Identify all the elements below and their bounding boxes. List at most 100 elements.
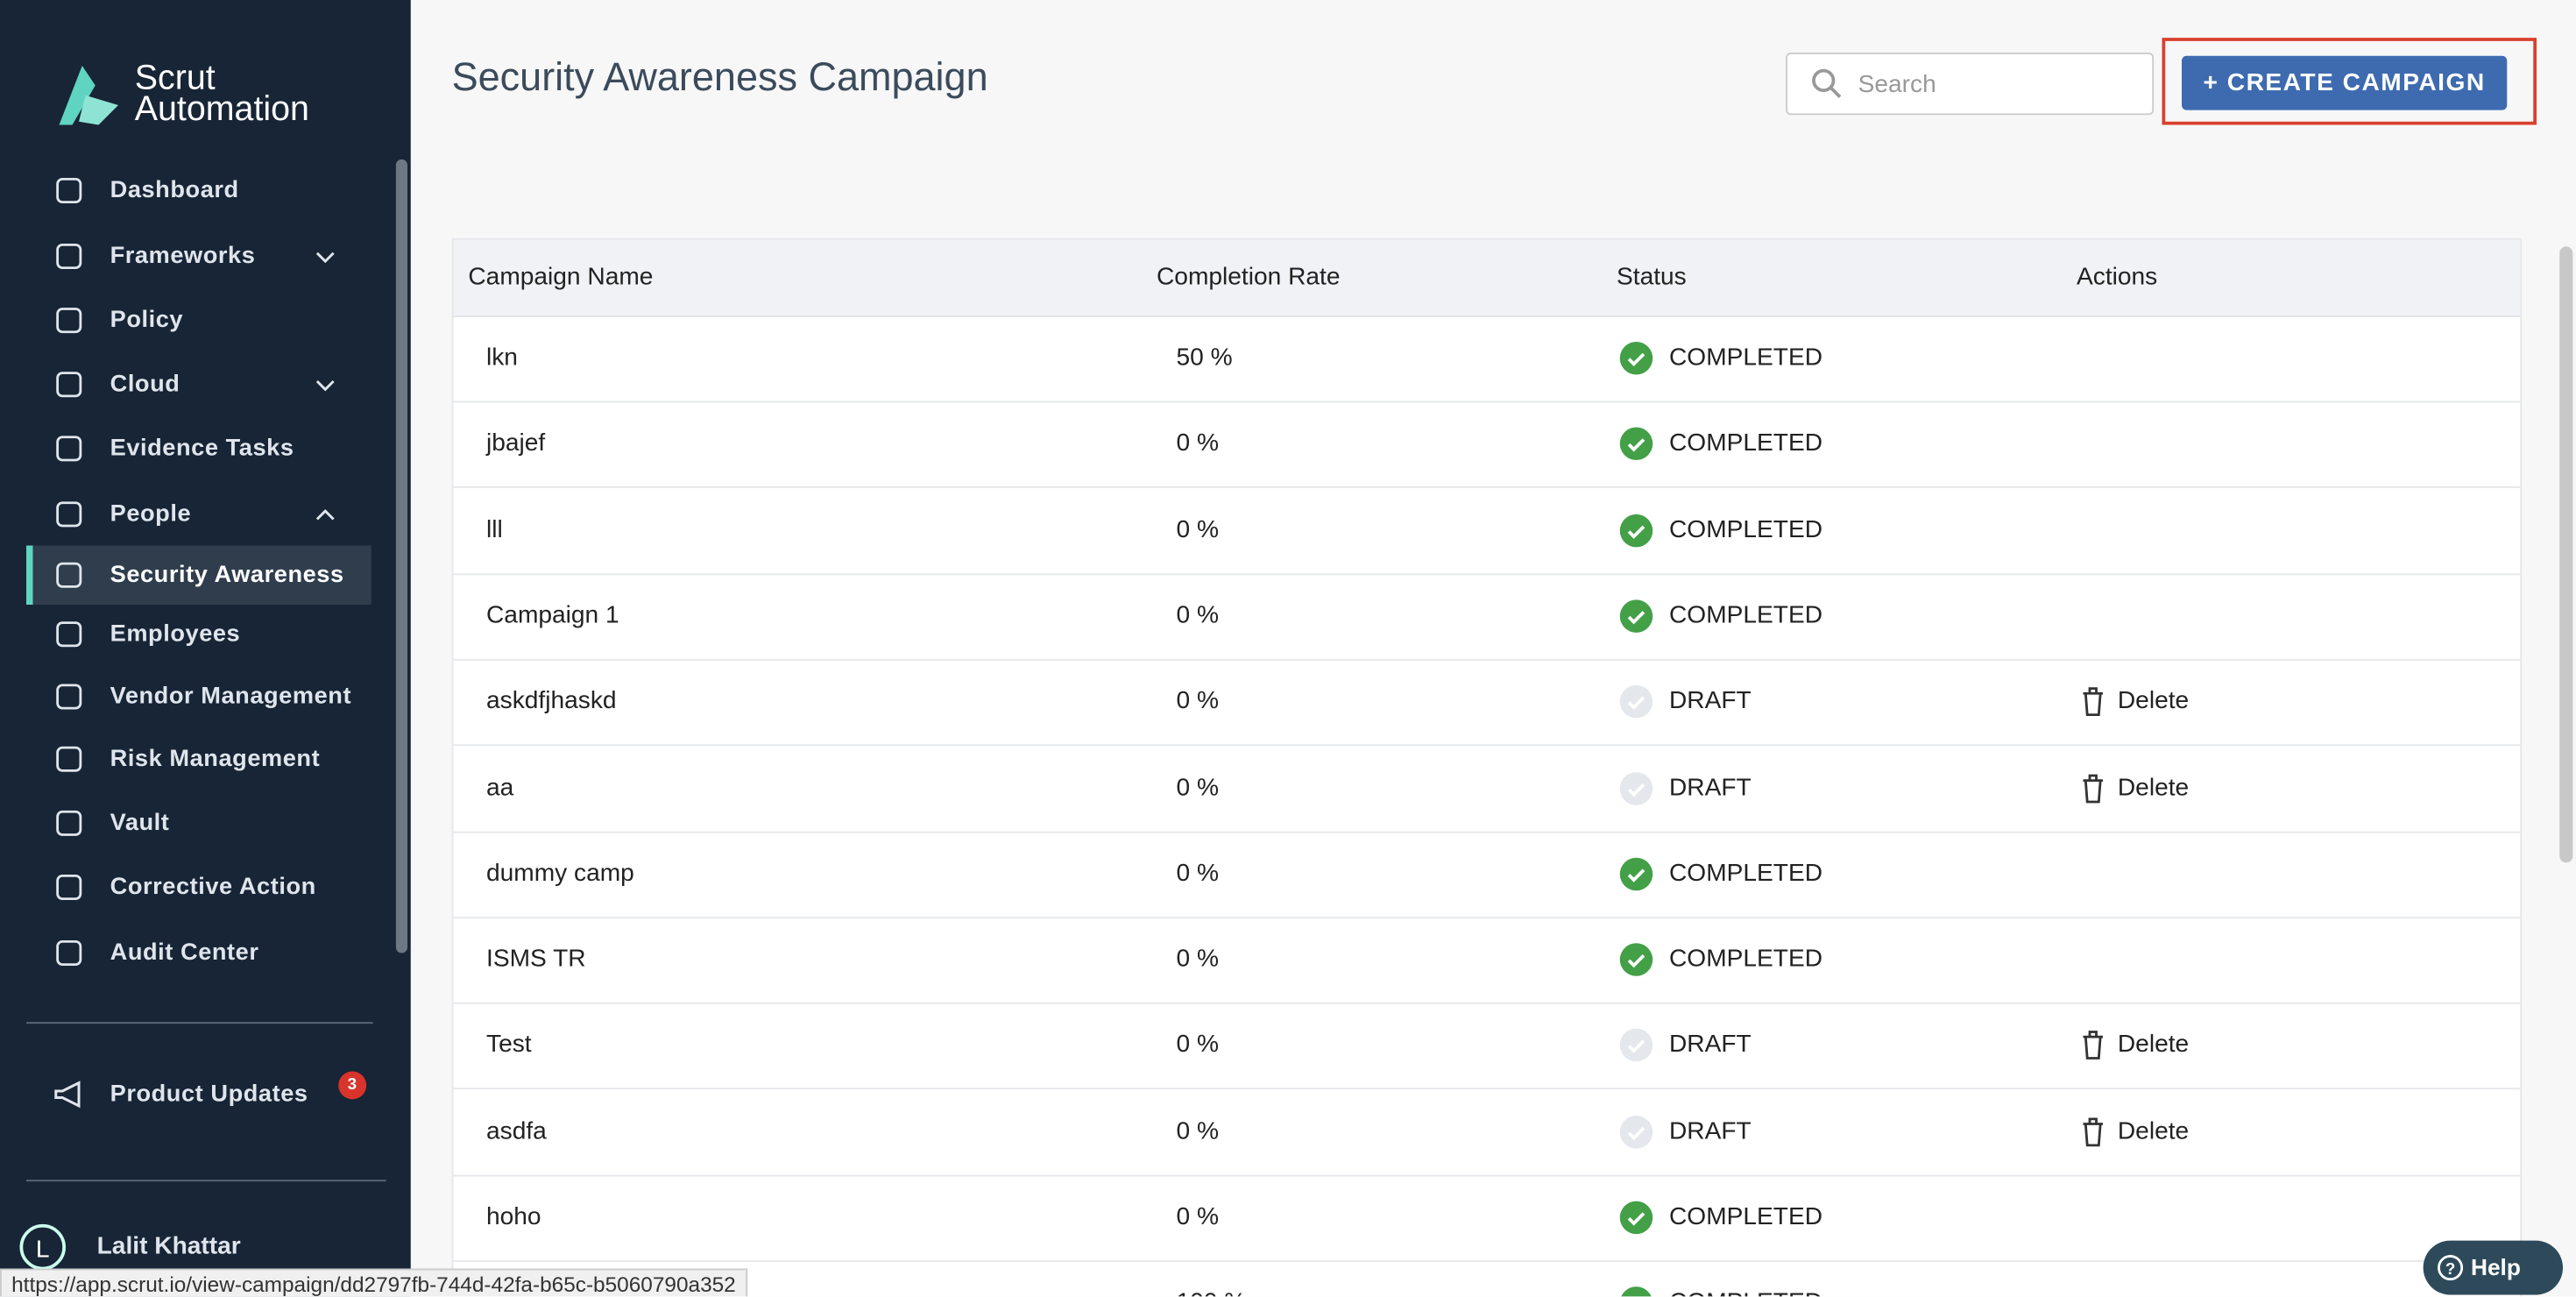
campaign-name: dummy camp: [486, 859, 634, 888]
check: [1627, 1040, 1645, 1054]
nav-item[interactable]: People: [26, 485, 372, 544]
active-bar: [26, 545, 33, 605]
icon: [56, 874, 82, 901]
nav-label: Evidence Tasks: [110, 435, 294, 462]
campaign-name: aa: [486, 773, 514, 802]
product-updates[interactable]: Product Updates 3: [26, 1065, 372, 1124]
nav-label: Audit Center: [110, 939, 259, 967]
status: COMPLETED: [1669, 945, 1823, 974]
status: COMPLETED: [1669, 1289, 1822, 1297]
campaign-name: Test: [486, 1031, 532, 1060]
nav-item[interactable]: Dashboard: [26, 161, 372, 221]
status-icon: [1619, 428, 1653, 461]
icon: [56, 746, 82, 772]
nav-item[interactable]: Risk Management: [26, 730, 372, 790]
completion-rate: 0 %: [1176, 601, 1219, 629]
status: COMPLETED: [1669, 859, 1823, 888]
completion-rate: 0 %: [1176, 945, 1219, 974]
icon: [56, 684, 82, 710]
status: COMPLETED: [1669, 343, 1823, 372]
campaign-name: lll: [486, 514, 503, 543]
table-row[interactable]: 100 % COMPLETED: [454, 1261, 2521, 1297]
highlight: [2162, 38, 2537, 125]
campaign-name: asdfa: [486, 1116, 547, 1145]
nav-label: Risk Management: [110, 746, 321, 773]
nav-label: Policy: [110, 307, 184, 334]
divider: [26, 1180, 386, 1182]
table-row[interactable]: ISMS TR 0 % COMPLETED: [453, 917, 2521, 1004]
completion-rate: 100 %: [1177, 1289, 1247, 1297]
delete-label: Delete: [2117, 1031, 2190, 1060]
nav-item[interactable]: Corrective Action: [26, 858, 372, 918]
chevron: [315, 509, 335, 521]
sidebar: Scrut Automation Product Updates 3 L Lali…: [0, 0, 411, 1297]
nav-label: Cloud: [110, 371, 180, 398]
nav-item[interactable]: Vault: [26, 794, 372, 854]
status: DRAFT: [1669, 1116, 1752, 1145]
nav-label: Vendor Management: [110, 684, 352, 710]
status-icon: [1619, 342, 1653, 375]
status: DRAFT: [1669, 1031, 1752, 1060]
status-icon: [1619, 771, 1653, 804]
check: [1627, 783, 1645, 797]
table-row[interactable]: askdfjhaskd 0 % DRAFT Delete: [453, 659, 2521, 747]
nav-item[interactable]: Vendor Management: [26, 667, 372, 726]
campaign-name: Campaign 1: [486, 601, 619, 629]
nav-item[interactable]: Cloud: [26, 355, 372, 415]
table-row[interactable]: jbajef 0 % COMPLETED: [453, 401, 2521, 489]
table-row[interactable]: Campaign 1 0 % COMPLETED: [453, 573, 2521, 661]
check: [1627, 610, 1645, 625]
nav-item[interactable]: Audit Center: [26, 924, 372, 983]
icon: [56, 810, 82, 836]
icon: [56, 939, 82, 967]
avatar: L: [19, 1223, 66, 1271]
logo: [59, 66, 118, 125]
completion-rate: 50 %: [1176, 343, 1233, 372]
campaign-name: ISMS TR: [486, 945, 586, 974]
nav-item[interactable]: Frameworks: [26, 227, 372, 287]
table-row[interactable]: Test 0 % DRAFT Delete: [453, 1003, 2521, 1090]
completion-rate: 0 %: [1176, 1116, 1219, 1145]
nav-item[interactable]: Evidence Tasks: [26, 419, 372, 478]
brand-line: Scrut: [134, 59, 216, 97]
trash-icon: [2083, 773, 2103, 803]
svg-text:?: ?: [2445, 1259, 2455, 1278]
create-button[interactable]: + CREATE CAMPAIGN: [2182, 55, 2508, 110]
nav-label: Employees: [110, 620, 241, 648]
completion-rate: 0 %: [1176, 1031, 1219, 1060]
completion-rate: 0 %: [1176, 687, 1219, 715]
status-icon: [1619, 1029, 1653, 1062]
search-placeholder: Search: [1858, 70, 1936, 99]
completion-rate: 0 %: [1176, 859, 1219, 888]
completion-rate: 0 %: [1176, 514, 1219, 543]
icon: [54, 1081, 81, 1109]
nav-item[interactable]: Policy: [26, 291, 372, 351]
icon: [56, 501, 82, 528]
check: [1620, 1287, 1653, 1297]
table-row[interactable]: lll 0 % COMPLETED: [453, 487, 2521, 575]
help-button[interactable]: ? Help: [2423, 1240, 2563, 1295]
table-header: [453, 239, 2521, 317]
icon: [56, 621, 82, 648]
icon: [56, 243, 82, 270]
nav-item[interactable]: Security Awareness: [26, 545, 372, 605]
nav-item[interactable]: Employees: [26, 605, 372, 664]
status: COMPLETED: [1669, 514, 1823, 543]
status-url: https://app.scrut.io/view-campaign/dd279…: [0, 1268, 747, 1297]
search-box[interactable]: Search: [1786, 53, 2155, 116]
table-row[interactable]: hoho 0 % COMPLETED: [453, 1175, 2521, 1262]
check: [1627, 954, 1645, 968]
campaign-name: askdfjhaskd: [486, 687, 617, 715]
table-row[interactable]: lkn 50 % COMPLETED: [453, 315, 2521, 403]
icon: [56, 436, 82, 462]
check: [1627, 1212, 1645, 1226]
column-header: Status: [1617, 263, 1687, 291]
table-row[interactable]: aa 0 % DRAFT Delete: [453, 745, 2521, 833]
column-header: Campaign Name: [468, 263, 654, 291]
table-row[interactable]: asdfa 0 % DRAFT Delete: [453, 1089, 2521, 1176]
divider: [26, 1022, 373, 1024]
chevron: [315, 379, 335, 392]
table-row[interactable]: dummy camp 0 % COMPLETED: [453, 831, 2521, 918]
trash-icon: [2083, 687, 2103, 717]
